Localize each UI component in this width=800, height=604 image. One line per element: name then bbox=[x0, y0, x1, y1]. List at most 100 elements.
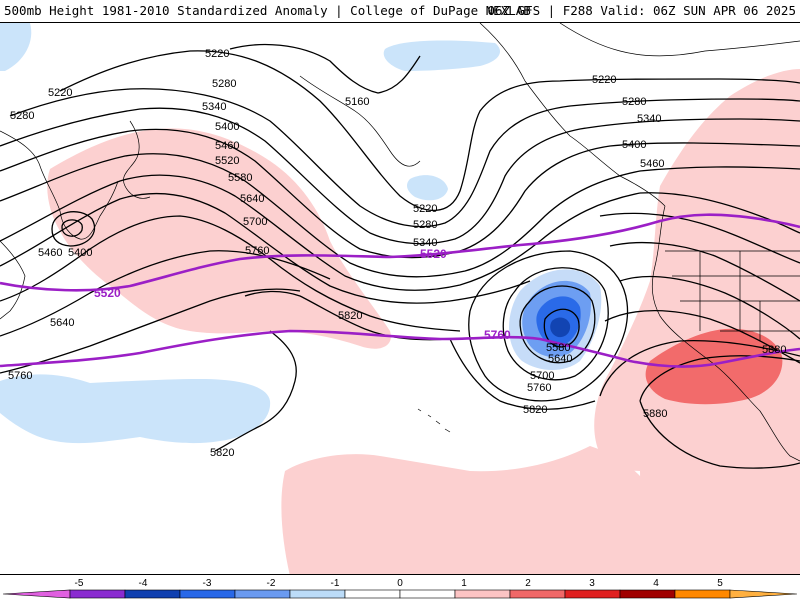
contour-5280 bbox=[9, 88, 800, 228]
color-bar-segment bbox=[2, 589, 71, 599]
anomaly-plus1-area-east bbox=[594, 69, 800, 574]
contour-5760-west bbox=[0, 288, 301, 374]
label-5400-ne: 5400 bbox=[622, 139, 646, 151]
hawaii-islands bbox=[417, 408, 451, 433]
label-5160: 5160 bbox=[345, 96, 369, 108]
color-bar-segment bbox=[399, 589, 456, 599]
label-5580-n: 5580 bbox=[228, 172, 252, 184]
highlighted-contours bbox=[0, 213, 800, 368]
contour-5520-east bbox=[639, 192, 800, 234]
contour-5520 bbox=[0, 174, 641, 291]
tick-1: 1 bbox=[461, 578, 467, 589]
negative-anomaly-areas bbox=[0, 23, 602, 444]
label-5880-e: 5880 bbox=[762, 344, 786, 356]
label-5520-highlight-w: 5520 bbox=[94, 286, 121, 300]
map-title: 500mb Height 1981-2010 Standardized Anom… bbox=[4, 3, 531, 18]
color-bar-segment bbox=[344, 589, 401, 599]
contour-5820-east bbox=[449, 338, 596, 410]
label-5700-low: 5700 bbox=[530, 370, 554, 382]
contour-asia-low-outer bbox=[51, 211, 96, 247]
north-america-coastline bbox=[651, 205, 800, 462]
label-5760-highlight: 5760 bbox=[484, 328, 511, 342]
label-5220-c: 5220 bbox=[413, 203, 437, 215]
color-bar-segment bbox=[674, 589, 731, 599]
tick-minus4: -4 bbox=[139, 578, 148, 589]
contour-5400 bbox=[0, 128, 800, 259]
label-5400-w: 5400 bbox=[68, 247, 92, 259]
asia-coastline bbox=[0, 120, 151, 320]
label-5760-low: 5760 bbox=[527, 382, 551, 394]
label-5220-n: 5220 bbox=[205, 48, 229, 60]
label-5280-n: 5280 bbox=[212, 78, 236, 90]
label-5340-ne: 5340 bbox=[637, 113, 661, 125]
color-bar-segment bbox=[729, 589, 798, 599]
contour-5160 bbox=[229, 43, 421, 94]
color-bar-segment bbox=[234, 589, 291, 599]
anomaly-minus1-area-west bbox=[0, 23, 32, 71]
color-bar-segment bbox=[509, 589, 566, 599]
contour-5820-south bbox=[214, 330, 297, 452]
tick-4: 4 bbox=[653, 578, 659, 589]
label-5220-nw: 5220 bbox=[48, 87, 72, 99]
model-valid-time: 06Z GFS | F288 Valid: 06Z SUN APR 06 202… bbox=[487, 3, 796, 18]
label-5460-n: 5460 bbox=[215, 140, 239, 152]
state-borders bbox=[665, 250, 800, 341]
tick-minus3: -3 bbox=[203, 578, 212, 589]
label-5280-ne: 5280 bbox=[622, 96, 646, 108]
color-bar-segment bbox=[289, 589, 346, 599]
label-5340-c: 5340 bbox=[413, 237, 437, 249]
anomaly-minus1-area-southwest bbox=[0, 374, 271, 444]
label-5520-highlight-c: 5520 bbox=[420, 247, 447, 261]
color-bar-canvas: -5 -4 -3 -2 -1 0 1 2 3 4 5 bbox=[2, 578, 798, 599]
alaska-coastline bbox=[479, 23, 800, 207]
anomaly-minus1-area-north bbox=[383, 40, 500, 71]
tick-0: 0 bbox=[397, 578, 403, 589]
contour-5340 bbox=[0, 107, 800, 245]
label-5220-ne: 5220 bbox=[592, 74, 616, 86]
contour-5820-west bbox=[244, 290, 451, 341]
label-5880-se: 5880 bbox=[643, 408, 667, 420]
tick-2: 2 bbox=[525, 578, 531, 589]
anomaly-plus1-area-southcentral bbox=[281, 446, 690, 574]
contour-asia-low-inner bbox=[61, 219, 83, 237]
label-5520-n: 5520 bbox=[215, 155, 239, 167]
label-5340-n: 5340 bbox=[202, 101, 226, 113]
color-bar-segment bbox=[69, 589, 126, 599]
label-5460-ne: 5460 bbox=[640, 158, 664, 170]
contour-5640 bbox=[0, 215, 461, 332]
label-5400-n: 5400 bbox=[215, 121, 239, 133]
tick-minus1: -1 bbox=[331, 578, 340, 589]
label-5460-w: 5460 bbox=[38, 247, 62, 259]
title-bar: 500mb Height 1981-2010 Standardized Anom… bbox=[0, 0, 800, 22]
color-bar-segment bbox=[454, 589, 511, 599]
anomaly-plus1-area-pacific bbox=[47, 128, 391, 349]
color-bar-tick-labels: -5 -4 -3 -2 -1 0 1 2 3 4 5 bbox=[75, 578, 724, 589]
contour-5640-east bbox=[609, 241, 800, 302]
color-bar-segment bbox=[124, 589, 181, 599]
map-panel[interactable]: 5220 5280 5220 5280 5340 5400 5460 5520 … bbox=[0, 22, 800, 575]
contour-5580 bbox=[0, 192, 531, 304]
tick-3: 3 bbox=[589, 578, 595, 589]
tick-minus2: -2 bbox=[267, 578, 276, 589]
anomaly-plus2-area-southwest-us bbox=[645, 328, 783, 405]
contour-5700-east bbox=[619, 275, 800, 340]
kamchatka-coastline bbox=[299, 75, 421, 167]
contour-5220 bbox=[59, 50, 800, 212]
contour-labels: 5220 5280 5220 5280 5340 5400 5460 5520 … bbox=[8, 48, 786, 459]
anomaly-minus1-area-bering bbox=[407, 175, 448, 201]
height-contours bbox=[0, 43, 800, 469]
contour-5820-eastring bbox=[599, 340, 800, 397]
contour-5520-highlight bbox=[0, 213, 800, 292]
contour-5760-highlight bbox=[0, 329, 800, 368]
anomaly-minus4-area-low bbox=[550, 317, 571, 338]
positive-anomaly-areas bbox=[47, 69, 800, 574]
anomaly-color-bar: -5 -4 -3 -2 -1 0 1 2 3 4 5 bbox=[0, 575, 800, 600]
contour-low-ring1 bbox=[519, 285, 596, 364]
label-5820-c: 5820 bbox=[338, 310, 362, 322]
label-5580-low: 5580 bbox=[546, 342, 570, 354]
label-5820-low: 5820 bbox=[523, 404, 547, 416]
label-5280-nw: 5280 bbox=[10, 110, 34, 122]
color-bar-segment bbox=[179, 589, 236, 599]
contour-5880 bbox=[639, 355, 800, 469]
